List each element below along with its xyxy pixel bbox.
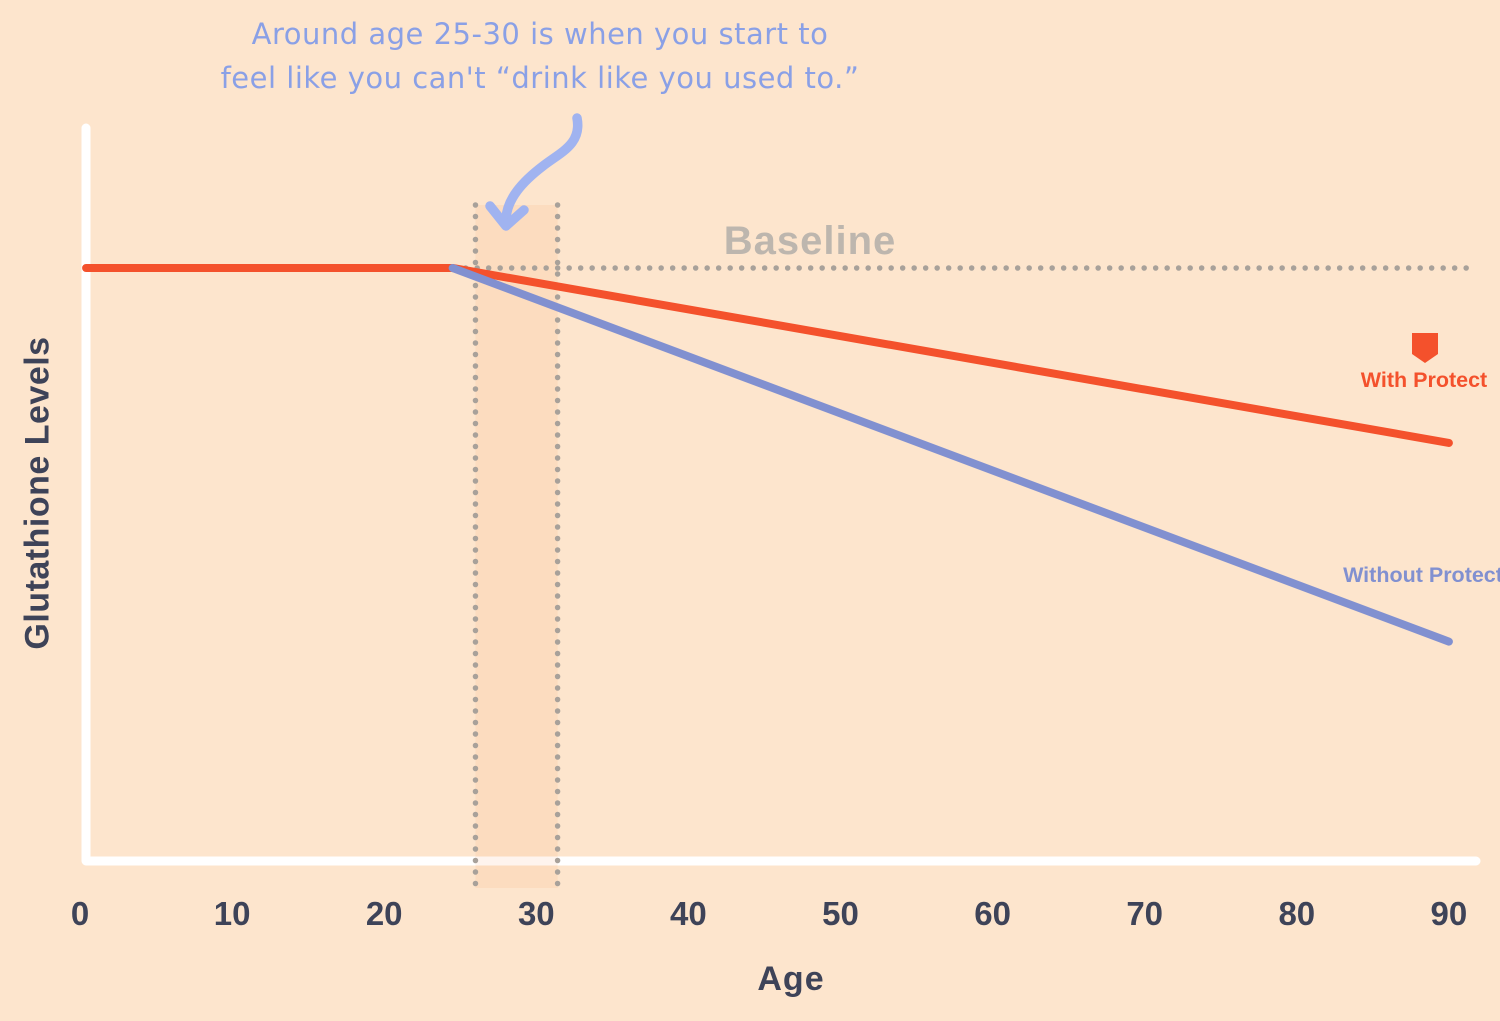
x-tick-label: 90 (1430, 895, 1468, 932)
annotation-line-1: Around age 25-30 is when you start to (251, 17, 829, 51)
annotation-arrow (501, 113, 583, 224)
legend-without-protect: Without Protect (1343, 563, 1500, 587)
x-tick-label: 60 (974, 895, 1011, 932)
annotation-text: Around age 25-30 is when you start to fe… (90, 12, 990, 100)
x-tick-label: 70 (1126, 895, 1164, 932)
x-tick-label: 40 (670, 895, 707, 932)
annotation-line-2: feel like you can't “drink like you used… (220, 61, 860, 95)
annotation-arrowhead (485, 201, 529, 231)
axes-lines (81, 123, 1481, 866)
x-tick-label: 30 (517, 895, 555, 932)
x-tick-label: 0 (70, 895, 90, 932)
y-axis-label: Glutathione Levels (18, 336, 57, 650)
x-tick-label: 80 (1278, 895, 1316, 932)
legend-with-protect: With Protect (1360, 368, 1488, 392)
x-tick-label: 10 (213, 895, 251, 932)
with-protect-marker-icon (1412, 333, 1438, 363)
highlight-band (475, 205, 558, 888)
series-line-without-protect (448, 264, 1453, 646)
baseline-label: Baseline (723, 219, 897, 263)
x-axis-label: Age (757, 960, 825, 998)
x-tick-label: 50 (822, 895, 859, 932)
x-tick-label: 20 (365, 895, 403, 932)
series-line-with-protect (82, 264, 1453, 447)
